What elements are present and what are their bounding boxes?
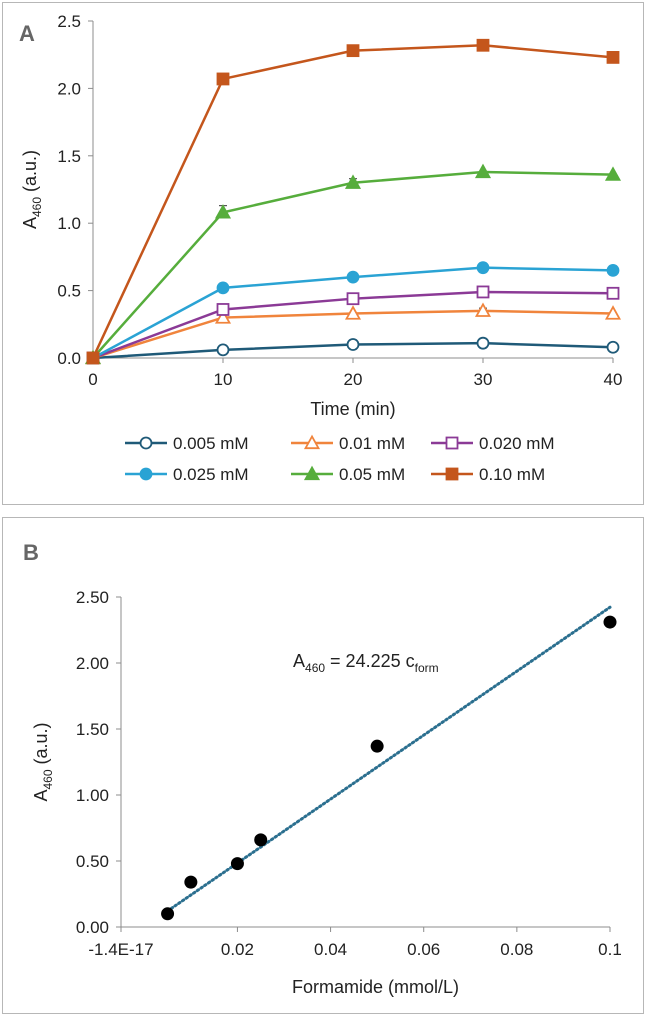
data-point-0-020-mm [476,285,490,299]
x-tick-label: 0.04 [314,940,347,959]
data-point-0-10-mm [216,72,230,86]
equation-sub2: form [415,661,439,675]
data-point-0-025-mm [476,261,490,275]
legend-label-0-005-mm: 0.005 mM [173,434,249,453]
legend-label-0-025-mm: 0.025 mM [173,465,249,484]
x-axis-title: Time (min) [310,399,395,419]
legend-swatch-marker-0-005-mm [139,436,153,450]
data-point-0-005-mm [346,338,360,351]
y-axis-title-unit: (a.u.) [20,150,40,197]
y-tick-label: 1.00 [76,786,109,805]
data-point-0-020-mm [216,303,230,316]
data-point [370,739,384,753]
x-tick-label: 0.1 [598,940,622,959]
x-tick-label: 30 [474,370,493,389]
data-point-0-025-mm [216,281,230,295]
x-tick-label: 40 [604,370,623,389]
data-point [254,833,268,847]
y-axis-title: A460 (a.u.) [20,150,44,229]
data-point-0-10-mm [86,351,100,365]
data-point-0-025-mm [606,263,620,277]
data-point [603,615,617,629]
data-point-0-05-mm [604,166,622,181]
data-point-0-10-mm [346,44,360,58]
x-tick-label: 10 [214,370,233,389]
data-point-0-005-mm [216,343,230,357]
equation-mid: = 24.225 c [325,651,415,671]
x-tick-label: 20 [344,370,363,389]
trendline-equation: A460 = 24.225 cform [293,651,439,675]
x-tick-label: -1.4E-17 [88,940,153,959]
panel-b: B 0.00 0.50 1.00 1.50 2.00 2.50 -1.4E-17 0.02 0.0… [2,517,644,1014]
y-tick-label: 2.0 [57,79,81,98]
y-axis-title-unit: (a.u.) [31,722,51,769]
legend-label-0-10-mm: 0.10 mM [479,465,545,484]
data-point-0-01-mm [474,302,492,317]
y-tick-label: 1.50 [76,720,109,739]
data-point-0-05-mm [214,204,232,219]
y-axis-title-main: A [20,217,40,229]
data-point-0-020-mm [606,286,620,300]
equation-sub: 460 [305,661,325,675]
legend-swatch-marker-0-05-mm [303,465,321,481]
x-tick-label: 0.08 [500,940,533,959]
data-point-0-05-mm [474,163,492,179]
data-point-0-020-mm [346,292,360,306]
data-point-0-01-mm [344,305,362,320]
data-point-0-005-mm [476,336,490,350]
data-point [184,875,198,889]
data-point-0-05-mm [344,174,362,189]
panel-label-a: A [19,21,35,46]
y-tick-label: 0.5 [57,282,81,301]
y-tick-label: 1.5 [57,147,81,166]
data-point [161,907,175,921]
chart-b: B 0.00 0.50 1.00 1.50 2.00 2.50 -1.4E-17 0.02 0.0… [23,540,622,997]
y-axis-title-sub: 460 [41,769,55,789]
legend-swatch-marker-0-10-mm [445,467,459,481]
data-point-0-01-mm [604,305,622,320]
x-tick-label: 0.06 [407,940,440,959]
x-tick-label: 0.02 [221,940,254,959]
x-tick-label: 0 [88,370,97,389]
y-axis-title-sub: 460 [30,197,44,217]
data-point-0-10-mm [476,38,490,52]
data-point-0-005-mm [606,340,620,354]
legend-swatch-marker-0-01-mm [303,434,321,450]
panel-a: A 0.0 0.5 1.0 1.5 2.0 2.5 0 10 20 30 40 Time (min) A4… [2,2,644,505]
data-point-0-025-mm [346,270,360,284]
y-tick-label: 0.00 [76,918,109,937]
y-axis-title-main: A [31,790,51,802]
legend-swatch-marker-0-025-mm [139,467,153,481]
legend-label-0-01-mm: 0.01 mM [339,434,405,453]
legend-label-0-020-mm: 0.020 mM [479,434,555,453]
y-tick-label: 2.00 [76,654,109,673]
y-tick-label: 0.0 [57,349,81,368]
equation-main: A [293,651,305,671]
y-tick-label: 2.5 [57,12,81,31]
legend-label-0-05-mm: 0.05 mM [339,465,405,484]
panel-label-b: B [23,540,39,565]
data-point-0-01-mm [214,309,232,324]
legend-swatch-marker-0-020-mm [445,436,459,450]
y-tick-label: 1.0 [57,214,81,233]
y-tick-label: 0.50 [76,852,109,871]
y-tick-label: 2.50 [76,588,109,607]
data-point [230,857,244,871]
data-point-0-10-mm [606,50,620,64]
x-axis-title: Formamide (mmol/L) [292,977,459,997]
y-axis-title: A460 (a.u.) [31,722,55,801]
